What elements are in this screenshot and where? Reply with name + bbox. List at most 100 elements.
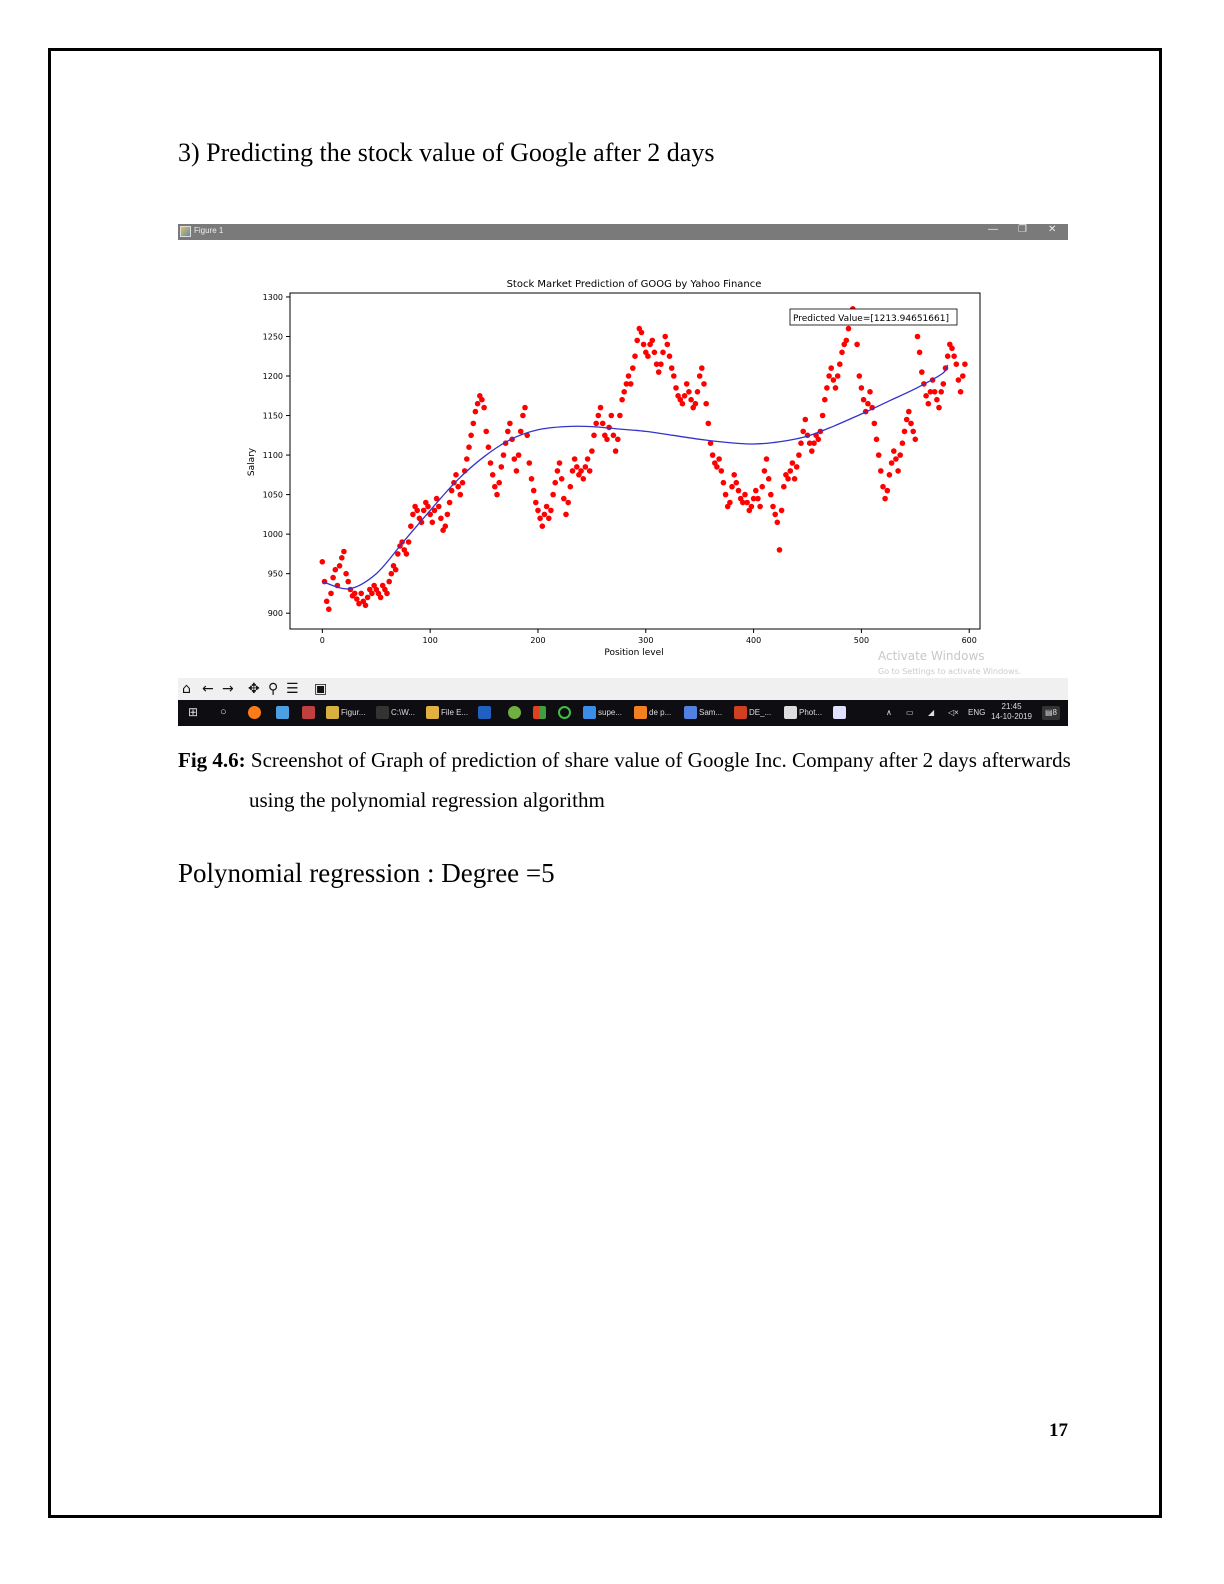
page-number: 17	[1049, 1420, 1068, 1441]
minimize-button[interactable]: —	[988, 224, 998, 235]
paint-icon[interactable]	[276, 706, 291, 720]
scatter-point	[819, 412, 826, 419]
taskbar-item-0[interactable]: Figur...	[326, 706, 365, 720]
taskbar-item-4[interactable]: de p...	[634, 706, 671, 720]
scatter-point	[931, 389, 938, 395]
x-tick-label: 0	[320, 636, 325, 645]
configure-subplots-icon[interactable]: ☰	[286, 681, 299, 697]
taskbar-item-5[interactable]: Sam...	[684, 706, 722, 720]
scatter-point	[886, 472, 893, 478]
scatter-point	[485, 444, 492, 450]
save-icon[interactable]: ▣	[314, 681, 328, 697]
y-tick-label: 1100	[263, 451, 283, 460]
scatter-point	[535, 507, 541, 514]
scatter-point	[703, 400, 709, 407]
caption-line-1: Screenshot of Graph of prediction of sha…	[245, 748, 1071, 772]
scatter-point	[832, 385, 839, 391]
java-icon[interactable]	[833, 706, 848, 720]
scatter-point	[341, 548, 347, 555]
y-tick-label: 1200	[263, 372, 283, 381]
scatter-point	[919, 369, 925, 375]
office-icon[interactable]	[533, 706, 548, 720]
scatter-point	[785, 476, 791, 482]
scatter-point	[410, 511, 416, 518]
taskbar-item-7[interactable]: Phot...	[784, 706, 822, 720]
scatter-point	[893, 456, 899, 462]
scatter-point	[882, 495, 888, 502]
scatter-point	[464, 456, 470, 462]
scatter-point	[332, 566, 339, 573]
scatter-point	[505, 428, 511, 435]
cube-icon	[684, 706, 697, 720]
scatter-point	[903, 416, 910, 423]
scatter-point	[910, 428, 916, 435]
scatter-point	[897, 452, 903, 458]
scatter-point	[593, 420, 599, 427]
battery-icon[interactable]: ▭	[906, 708, 914, 717]
scatter-point	[815, 436, 822, 443]
matplotlib-toolbar: ⌂ ← → ✥ ⚲ ☰ ▣	[178, 678, 1068, 700]
taskbar-item-label: DE_...	[749, 708, 772, 717]
scatter-point	[619, 396, 625, 403]
scatter-point	[673, 385, 679, 391]
scatter-point	[448, 487, 455, 494]
scatter-point	[438, 515, 444, 522]
taskbar-item-3[interactable]: supe...	[583, 706, 622, 720]
scatter-point	[709, 452, 716, 458]
scatter-point	[962, 361, 968, 367]
android-studio-icon[interactable]	[508, 706, 523, 720]
clock-time: 21:45	[1001, 702, 1022, 711]
scatter-point	[530, 487, 537, 494]
scatter-point	[640, 341, 647, 348]
scatter-point	[533, 499, 539, 506]
scatter-point	[386, 578, 392, 585]
scatter-point	[528, 476, 535, 482]
window-titlebar[interactable]: Figure 1 — ❐ ✕	[178, 224, 1068, 240]
scatter-point	[420, 507, 427, 514]
pan-icon[interactable]: ✥	[248, 681, 260, 697]
scatter-point	[768, 491, 774, 498]
terminal-icon[interactable]	[478, 706, 493, 720]
tray-chevron-icon[interactable]: ∧	[886, 708, 892, 717]
scatter-point	[655, 369, 662, 375]
caption-line-2: using the polynomial regression algorith…	[249, 788, 605, 812]
notification-center-icon[interactable]: ▤8	[1041, 706, 1060, 720]
language-indicator[interactable]: ENG	[968, 708, 986, 717]
scatter-point	[369, 590, 375, 597]
prediction-annotation-box	[789, 308, 958, 326]
volume-muted-icon[interactable]: ◁×	[948, 708, 959, 717]
taskbar-item-6[interactable]: DE_...	[734, 706, 771, 720]
kiosk-icon[interactable]	[302, 706, 317, 720]
wifi-icon[interactable]: ◢	[928, 708, 935, 717]
scatter-point	[798, 440, 804, 446]
scatter-point	[586, 468, 593, 474]
back-arrow-icon[interactable]: ←	[202, 681, 214, 697]
window-title: Figure 1	[194, 226, 224, 235]
restore-button[interactable]: ❐	[1018, 224, 1027, 235]
taskbar-item-1[interactable]: C:\W...	[376, 706, 415, 720]
scatter-point	[455, 483, 462, 490]
forward-arrow-icon[interactable]: →	[222, 681, 234, 697]
taskbar-clock[interactable]: 21:45 14-10-2019	[991, 702, 1032, 722]
scatter-point	[740, 499, 746, 506]
zoom-icon[interactable]: ⚲	[268, 681, 279, 697]
taskbar-item-label: Phot...	[799, 708, 823, 717]
close-button[interactable]: ✕	[1048, 224, 1057, 235]
scatter-point	[914, 333, 921, 340]
scatter-point	[692, 400, 699, 407]
home-icon[interactable]: ⌂	[182, 681, 191, 697]
scatter-point	[822, 396, 828, 403]
scatter-point	[468, 432, 474, 439]
scatter-point	[811, 440, 817, 446]
cortana-search-icon[interactable]: ○	[220, 706, 227, 718]
loader-icon[interactable]	[558, 706, 573, 720]
y-axis-ticks: 900 950 1000 1050 1100 1150 1200 1250 1300	[263, 293, 290, 618]
taskbar-item-2[interactable]: File E...	[426, 706, 468, 720]
start-windows-icon[interactable]: ⊞	[188, 705, 199, 719]
scatter-point	[597, 404, 604, 411]
scatter-point	[591, 432, 597, 439]
scatter-point	[763, 456, 770, 462]
firefox-icon[interactable]	[248, 706, 263, 720]
scatter-point	[392, 566, 399, 573]
scatter-point	[444, 511, 451, 518]
